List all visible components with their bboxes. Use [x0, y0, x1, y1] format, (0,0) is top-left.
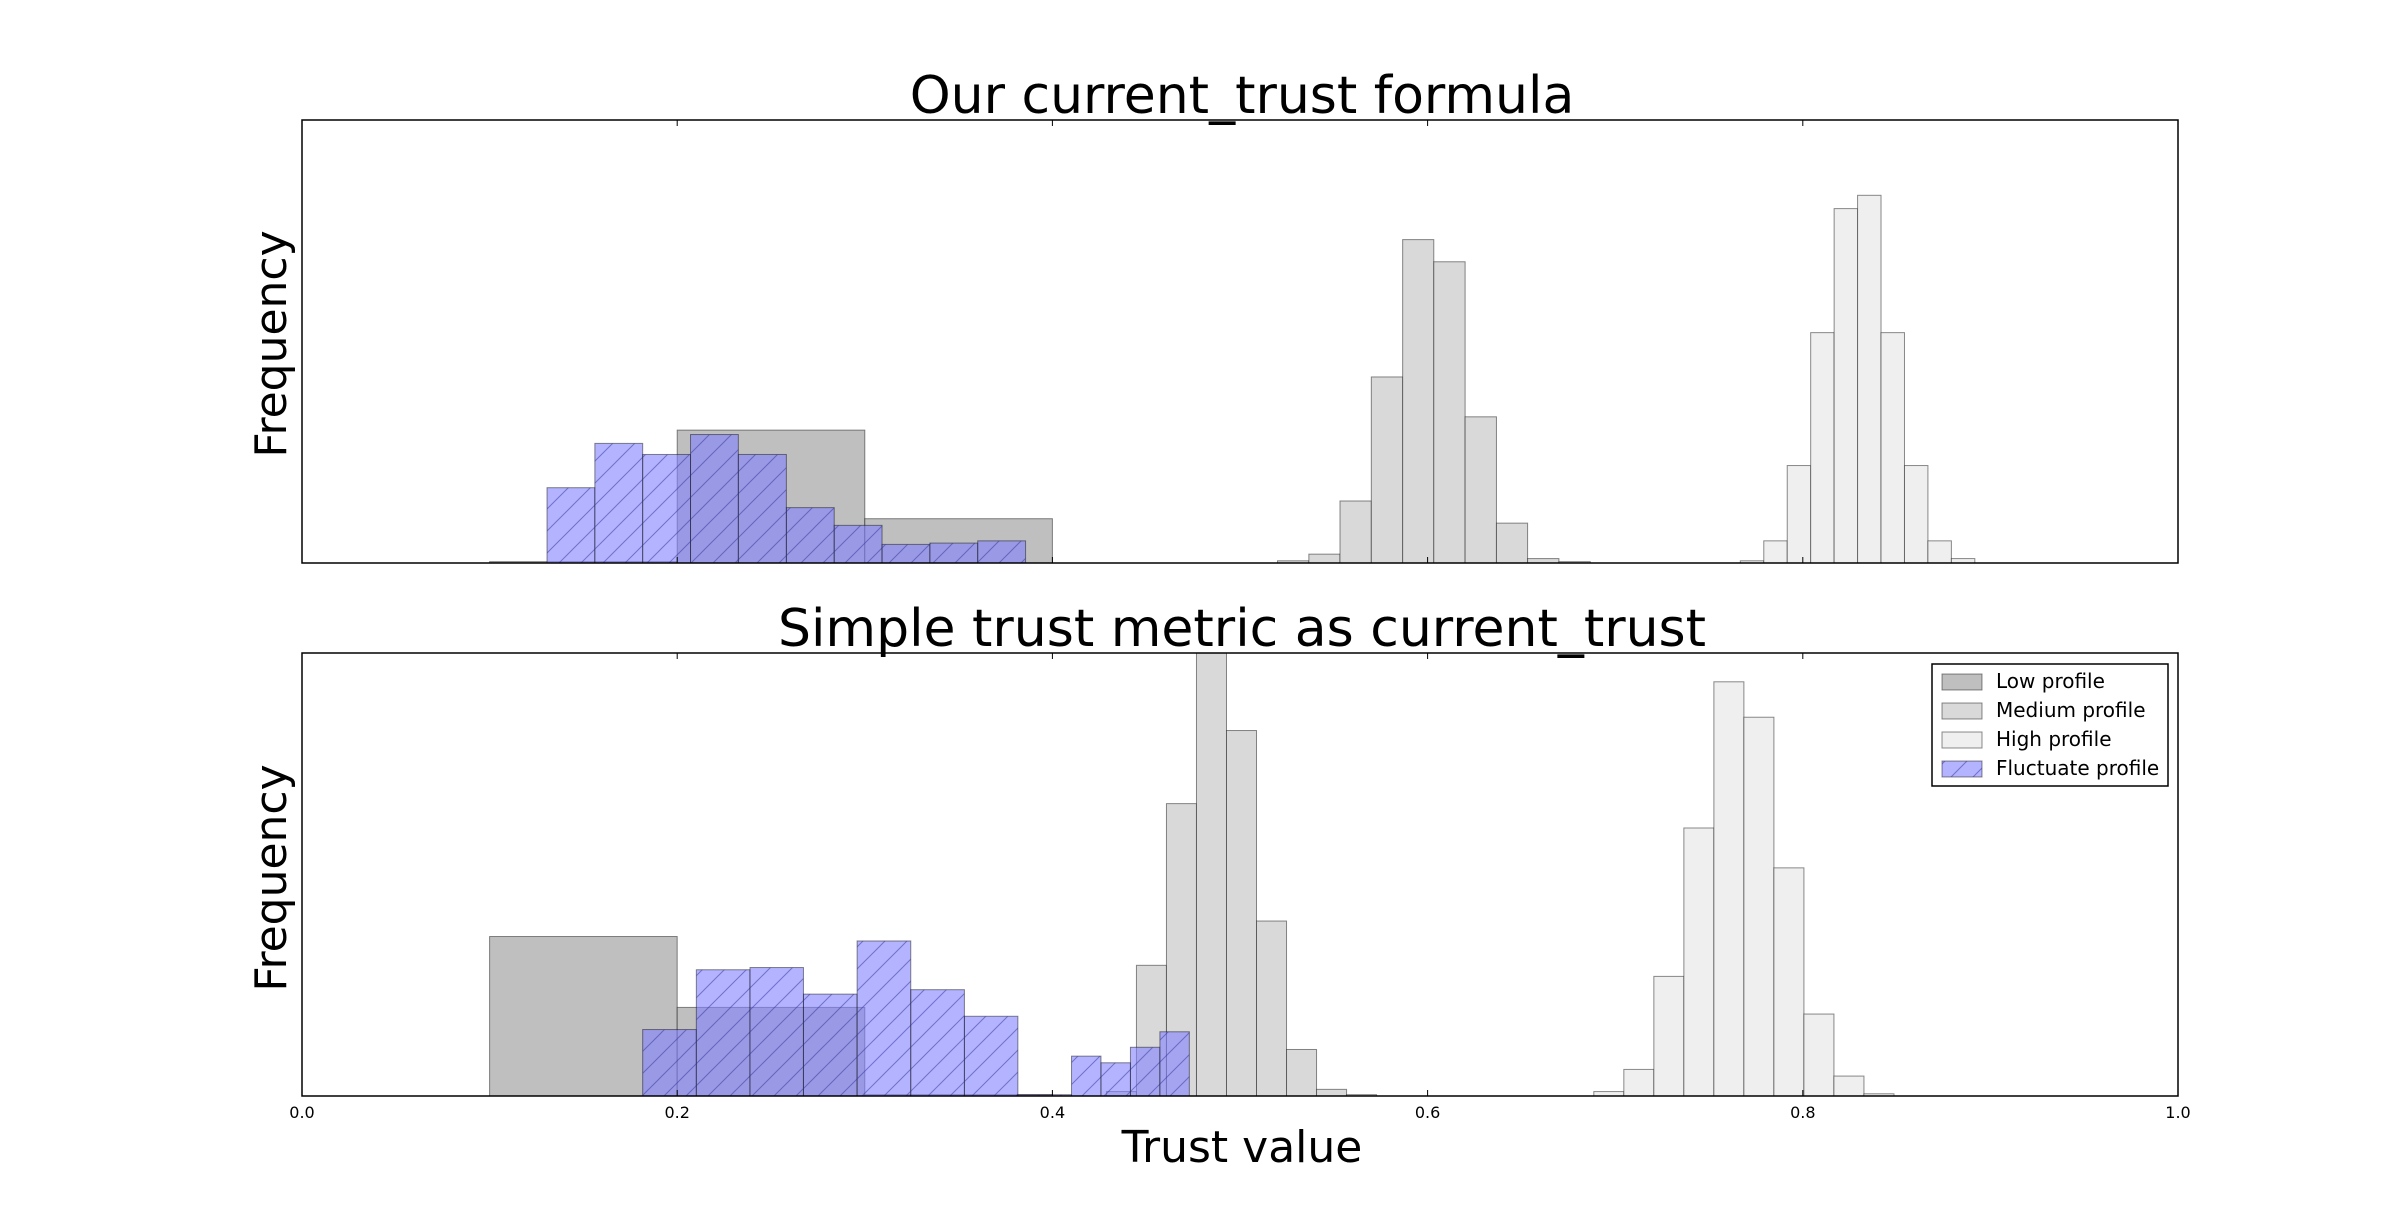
x-tick-label: 0.0	[289, 1103, 314, 1122]
bar-medium-profile-1	[1308, 553, 1341, 564]
legend-swatch-high-profile	[1941, 731, 1983, 749]
x-tick-label: 0.6	[1415, 1103, 1440, 1122]
bar-high-profile-2	[1653, 975, 1685, 1097]
bar-hatch-fluctuate-profile-8	[929, 543, 978, 563]
legend-swatch-medium-profile	[1941, 702, 1983, 720]
bar-hatch-fluctuate-profile-2	[749, 967, 804, 1096]
top-histogram-panel: Our current_trust formula Frequency	[246, 66, 2179, 564]
bar-hatch-fluctuate-profile-0	[547, 487, 595, 563]
bar-high-profile-7	[1903, 465, 1929, 564]
bottom-plot-frame	[301, 652, 2179, 1097]
bar-hatch-fluctuate-profile-2	[642, 454, 691, 563]
bar-medium-profile-2	[1339, 500, 1372, 564]
bar-hatch-fluctuate-profile-11	[1159, 1031, 1190, 1096]
bar-hatch-fluctuate-profile-5	[786, 507, 835, 563]
bar-high-profile-3	[1810, 332, 1835, 564]
top-ticks	[301, 120, 2179, 563]
bar-hatch-fluctuate-profile-0	[642, 1029, 697, 1096]
bar-high-profile-6	[1773, 867, 1805, 1097]
bar-high-profile-1	[1763, 540, 1788, 564]
bottom-bars	[489, 652, 1895, 1097]
x-tick-label: 0.4	[1040, 1103, 1065, 1122]
bottom-ticks: 0.0 0.2 0.4 0.6 0.8 1.0	[289, 653, 2191, 1122]
x-tick-label: 1.0	[2165, 1103, 2190, 1122]
x-axis-label: Trust value	[1121, 1122, 1363, 1173]
bar-high-profile-8	[1927, 540, 1952, 564]
bar-medium-profile-3	[1370, 376, 1404, 564]
bar-high-profile-8	[1833, 1075, 1865, 1097]
legend-label-medium-profile: Medium profile	[1996, 698, 2146, 722]
top-y-axis-label: Frequency	[246, 230, 297, 457]
top-chart-title: Our current_trust formula	[910, 66, 1575, 126]
bar-hatch-fluctuate-profile-1	[594, 443, 643, 563]
top-plot-frame	[301, 119, 2179, 564]
bar-hatch-fluctuate-profile-9	[1100, 1062, 1131, 1096]
bar-hatch-fluctuate-profile-4	[738, 454, 787, 563]
bar-medium-profile-7	[1495, 522, 1529, 564]
legend-label-high-profile: High profile	[1996, 727, 2112, 751]
bar-hatch-fluctuate-profile-3	[690, 434, 739, 563]
bar-high-profile-6	[1880, 332, 1905, 564]
bar-hatch-fluctuate-profile-9	[977, 540, 1026, 563]
bar-low-profile-0	[489, 936, 678, 1097]
legend-label-fluctuate-profile: Fluctuate profile	[1996, 756, 2159, 780]
x-tick-label: 0.8	[1790, 1103, 1815, 1122]
bar-hatch-fluctuate-profile-10	[1130, 1047, 1160, 1096]
bar-high-profile-3	[1683, 827, 1715, 1097]
bar-hatch-fluctuate-profile-3	[803, 994, 858, 1096]
bar-hatch-fluctuate-profile-7	[882, 544, 930, 563]
bar-high-profile-4	[1833, 208, 1859, 564]
bar-high-profile-5	[1743, 716, 1775, 1097]
bar-medium-profile-6	[1464, 416, 1497, 564]
bar-high-profile-2	[1786, 465, 1812, 564]
bar-medium-profile-3	[1195, 652, 1227, 1097]
bar-high-profile-5	[1857, 194, 1882, 564]
top-bars	[489, 194, 1976, 564]
bottom-chart-title: Simple trust metric as current_trust	[778, 599, 1706, 659]
bar-medium-profile-7	[1316, 1088, 1348, 1097]
bar-medium-profile-5	[1256, 920, 1288, 1097]
bottom-y-axis-label: Frequency	[246, 764, 297, 991]
bar-medium-profile-4	[1225, 730, 1258, 1097]
bar-hatch-fluctuate-profile-5	[910, 989, 965, 1096]
bar-medium-profile-5	[1433, 261, 1466, 564]
bar-hatch-fluctuate-profile-4	[857, 940, 911, 1096]
bar-medium-profile-6	[1286, 1048, 1318, 1097]
bar-hatch-fluctuate-profile-1	[696, 969, 750, 1096]
bar-hatch-fluctuate-profile-6	[964, 1016, 1018, 1096]
x-tick-label: 0.2	[664, 1103, 689, 1122]
bar-high-profile-7	[1803, 1013, 1835, 1097]
bar-high-profile-1	[1623, 1068, 1655, 1097]
legend-swatch-low-profile	[1941, 673, 1983, 691]
bar-high-profile-4	[1713, 681, 1745, 1097]
bar-medium-profile-4	[1402, 239, 1435, 564]
bar-hatch-fluctuate-profile-8	[1071, 1056, 1101, 1096]
bottom-histogram-panel: Simple trust metric as current_trust Fre…	[246, 599, 2191, 1173]
bar-hatch-fluctuate-profile-6	[834, 525, 883, 563]
legend-swatch-hatch-fluctuate-profile	[1942, 761, 1982, 777]
legend: Low profile Medium profile High profile Flu…	[1931, 663, 2169, 787]
legend-label-low-profile: Low profile	[1996, 669, 2105, 693]
